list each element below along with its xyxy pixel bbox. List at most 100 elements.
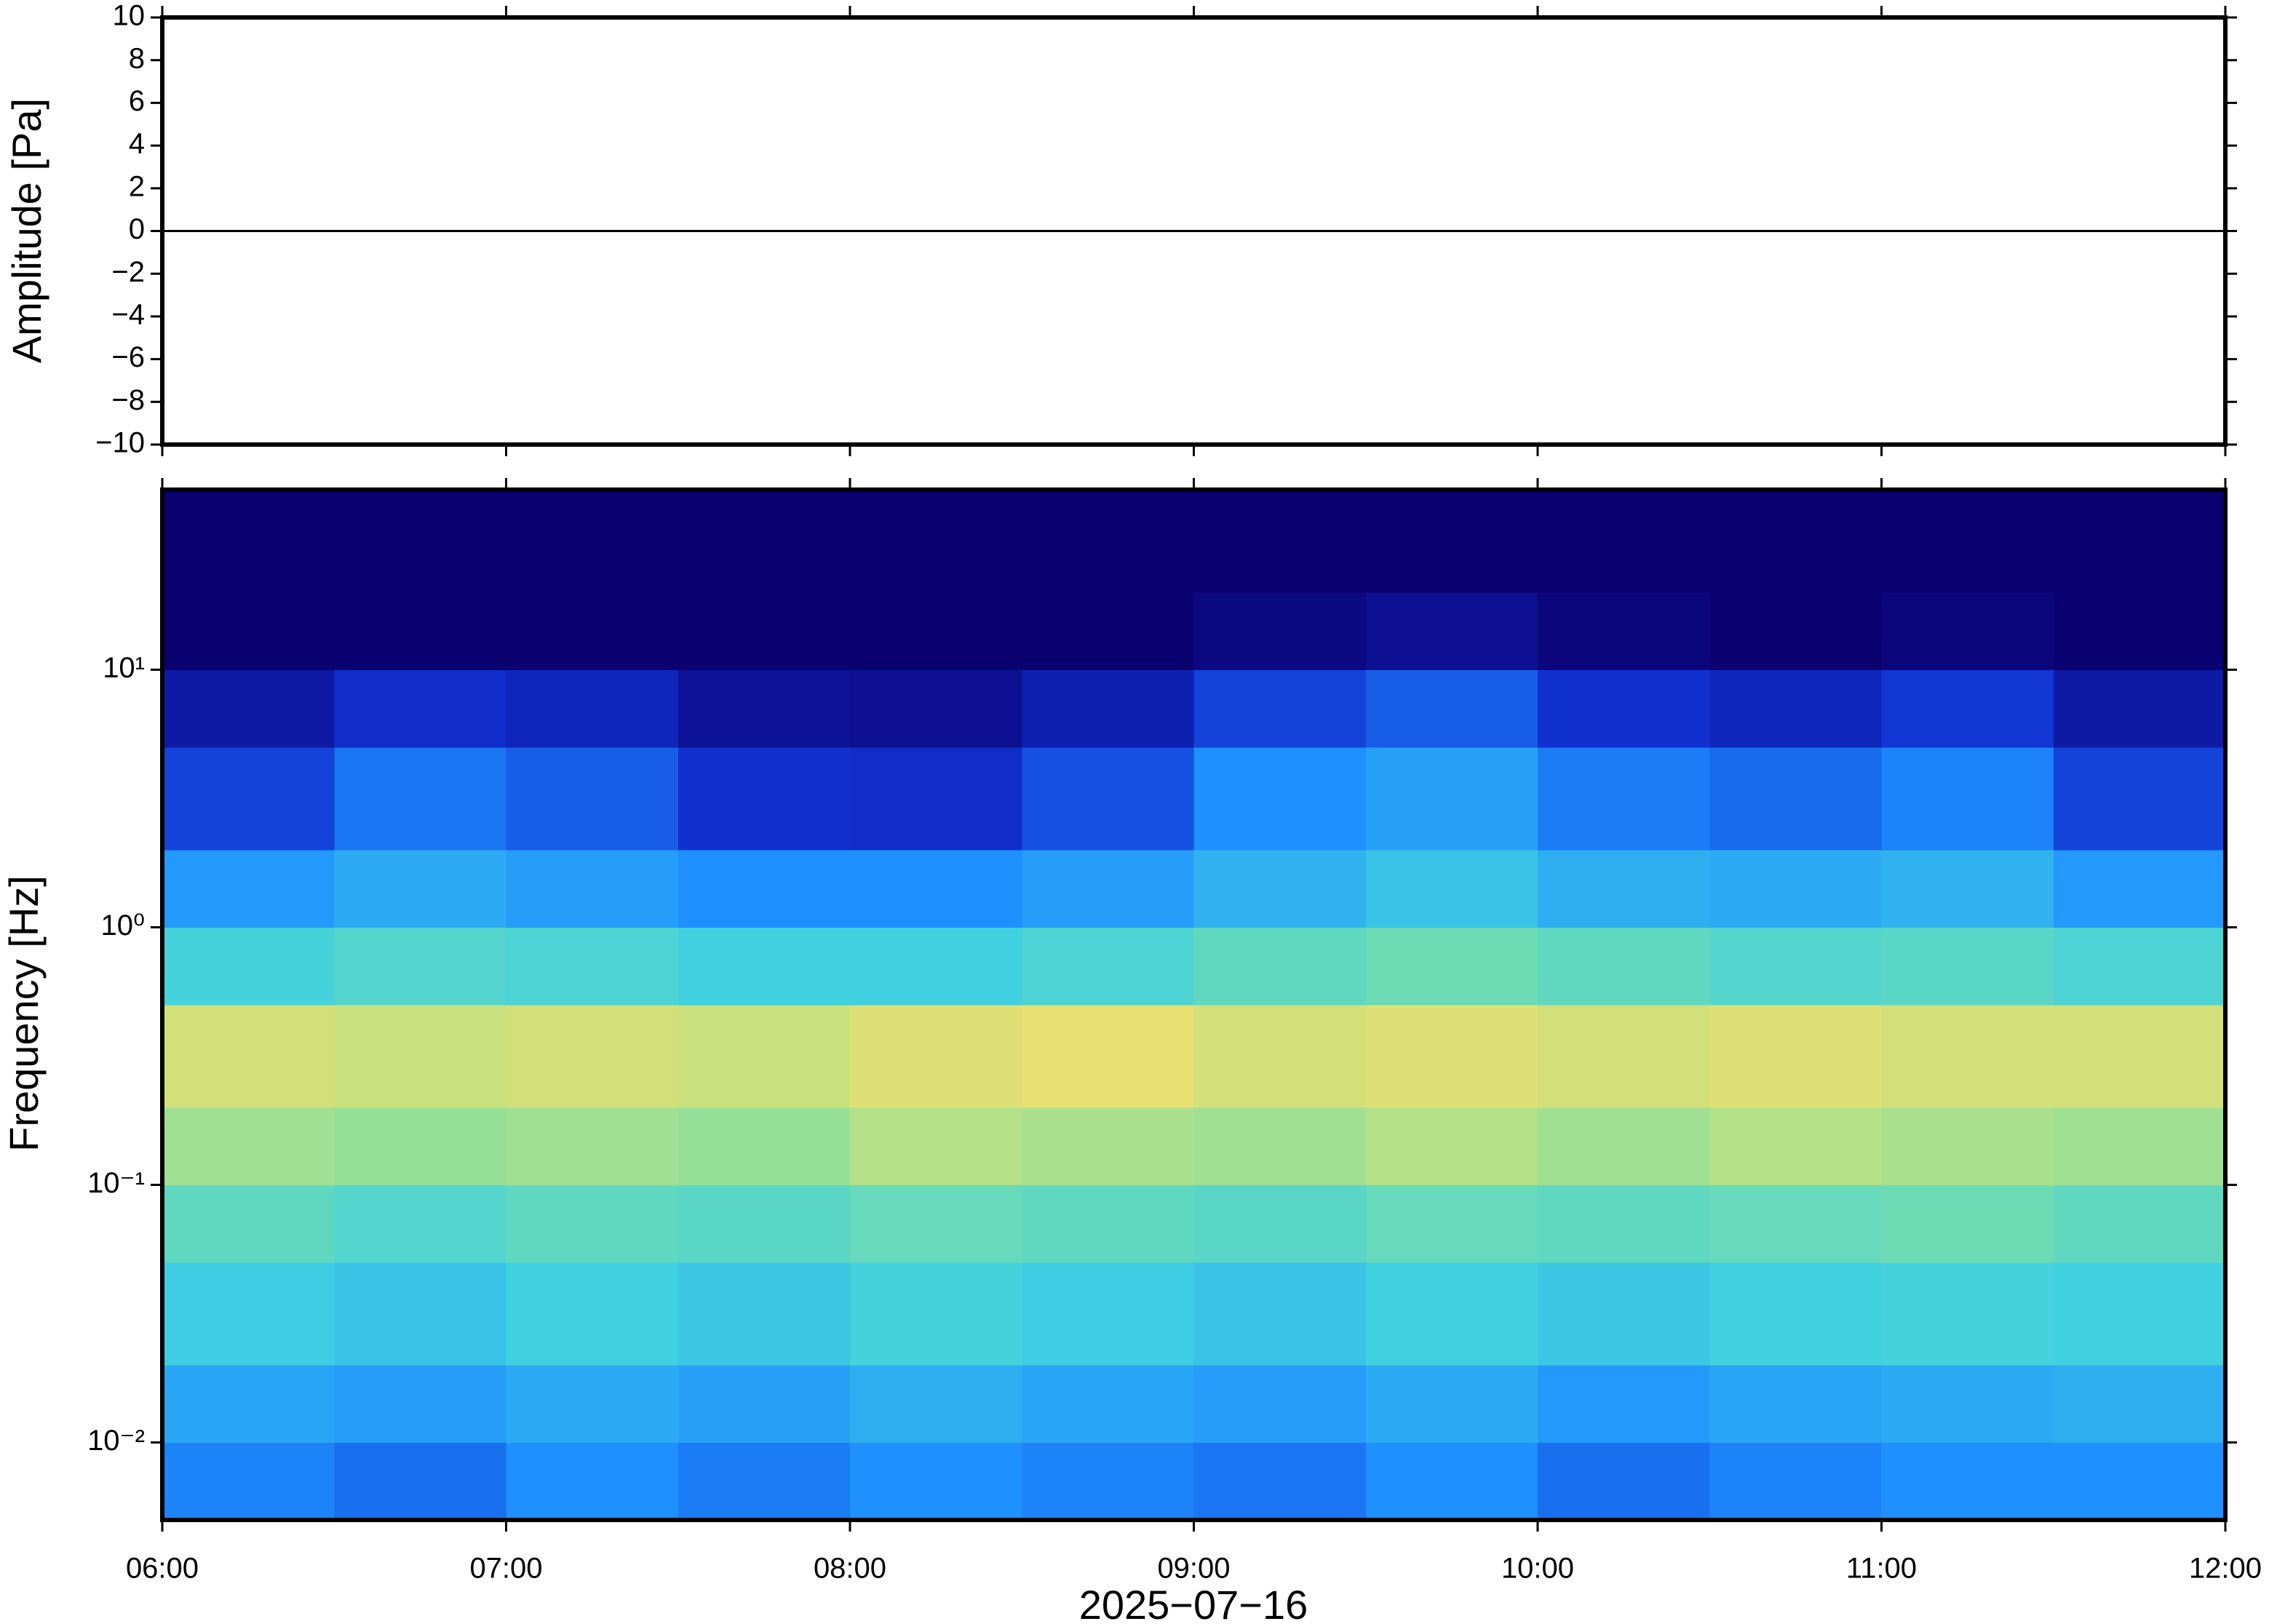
heatmap-cell [677,1442,851,1521]
heatmap-cell [1193,1005,1367,1108]
heatmap-cell [1709,1185,1882,1263]
heatmap-cell [334,1107,506,1185]
heatmap-cell [334,1442,506,1521]
plot-frame [160,15,2228,447]
heatmap-cell [506,490,679,593]
y-tick-label: 10⁻² [87,1425,145,1457]
heatmap-cell [677,490,851,593]
heatmap-cell [1709,1005,1882,1108]
heatmap-cell [334,1185,506,1263]
heatmap-cell [506,849,679,928]
plot-frame [160,487,2228,1522]
heatmap-cell [1538,1364,1710,1443]
heatmap-cell [506,1005,679,1108]
heatmap-cell [2053,927,2226,1006]
heatmap-cell [1365,490,1538,593]
heatmap-cell [677,849,851,928]
heatmap-cell [850,490,1022,593]
heatmap-cell [162,849,335,928]
heatmap-cell [1365,592,1538,670]
heatmap-cell [506,669,679,748]
heatmap-cell [2053,1262,2226,1366]
heatmap-cell [1193,669,1367,748]
y-tick-label: −4 [111,298,145,330]
heatmap-cell [334,669,506,748]
heatmap-cell [677,747,851,851]
x-tick-label: 11:00 [1846,1553,1917,1585]
y-tick-label: −10 [95,427,145,459]
heatmap-cell [1709,849,1882,928]
heatmap-cell [1881,1107,2054,1185]
heatmap-cell [1538,927,1710,1006]
heatmap-cell [677,1262,851,1366]
heatmap-cell [1881,1005,2054,1108]
heatmap-cell [850,669,1022,748]
heatmap-cell [1022,747,1194,851]
y-tick-label: 10⁻¹ [87,1167,145,1199]
heatmap-cell [1022,1005,1194,1108]
heatmap-cell [162,1185,335,1263]
heatmap-cell [506,927,679,1006]
heatmap-cell [2053,592,2226,670]
heatmap-cell [2053,1364,2226,1443]
heatmap-cell [2053,1185,2226,1263]
heatmap-cell [1193,1442,1367,1521]
heatmap-cell [1022,592,1194,670]
heatmap-cell [1365,1185,1538,1263]
heatmap-cell [850,1442,1022,1521]
heatmap-cell [506,592,679,670]
heatmap-cell [2053,1442,2226,1521]
heatmap-cell [334,849,506,928]
heatmap-cell [1709,490,1882,593]
heatmap-cell [1709,1262,1882,1366]
heatmap-cell [850,1107,1022,1185]
heatmap-cell [850,927,1022,1006]
heatmap-cell [2053,1107,2226,1185]
y-tick-label: 8 [129,42,145,74]
heatmap-cell [1538,747,1710,851]
heatmap-cell [162,1005,335,1108]
y-tick-label: −6 [111,341,145,373]
x-tick-label: 08:00 [814,1553,886,1585]
y-tick-label: 4 [129,128,145,160]
heatmap-cell [162,490,335,593]
heatmap-cell [1538,849,1710,928]
heatmap-cell [1022,1262,1194,1366]
heatmap-cell [334,747,506,851]
x-tick-label: 06:00 [126,1553,199,1585]
heatmap-cell [1193,927,1367,1006]
heatmap-cell [1881,747,2054,851]
heatmap-cell [850,747,1022,851]
heatmap-cell [677,1185,851,1263]
heatmap-cell [334,592,506,670]
heatmap-cell [506,1262,679,1366]
heatmap-cell [677,669,851,748]
heatmap-cell [850,849,1022,928]
heatmap-cell [1881,1442,2054,1521]
y-tick-label: −2 [111,256,145,288]
heatmap-cell [1881,1185,2054,1263]
heatmap-cell [1365,849,1538,928]
heatmap-cell [1709,1442,1882,1521]
heatmap-cell [1193,490,1367,593]
heatmap-cell [162,1442,335,1521]
heatmap-cell [2053,1005,2226,1108]
heatmap-cell [677,927,851,1006]
heatmap-cell [1193,1185,1367,1263]
heatmap-cell [1022,1185,1194,1263]
y-tick-label: 2 [129,170,145,202]
heatmap-cell [1881,490,2054,593]
heatmap-cell [1365,927,1538,1006]
heatmap-cell [1022,849,1194,928]
heatmap-cell [334,1262,506,1366]
heatmap-cell [334,1364,506,1443]
heatmap-cell [1193,1107,1367,1185]
heatmap-cell [850,592,1022,670]
heatmap-cell [1709,1364,1882,1443]
heatmap-cell [1538,1107,1710,1185]
heatmap-cell [334,1005,506,1108]
heatmap-cell [1022,669,1194,748]
heatmap-cell [1881,1364,2054,1443]
heatmap-cell [162,927,335,1006]
